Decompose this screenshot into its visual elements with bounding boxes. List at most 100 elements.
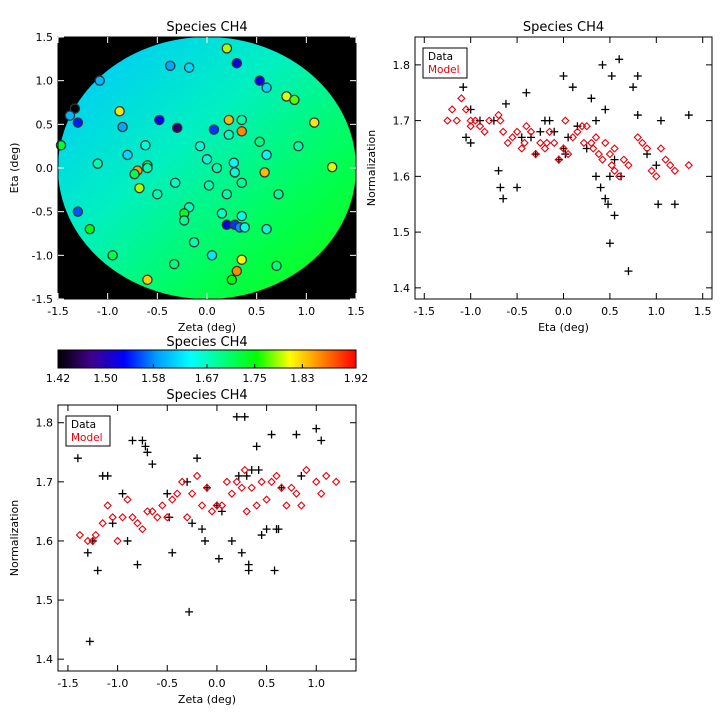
model-diamond-marker bbox=[123, 495, 132, 504]
data-plus-marker bbox=[654, 200, 663, 209]
chart-title: Species CH4 bbox=[523, 20, 604, 35]
source-point bbox=[171, 122, 183, 134]
model-diamond-marker bbox=[545, 127, 554, 136]
data-plus-marker bbox=[591, 172, 600, 181]
model-diamond-marker bbox=[182, 513, 192, 522]
legend-entry: Data bbox=[71, 419, 96, 431]
data-plus-marker bbox=[496, 183, 505, 192]
source-point bbox=[254, 136, 265, 148]
x-tick-label: 0.0 bbox=[198, 305, 216, 318]
data-plus-marker bbox=[240, 412, 249, 421]
source-point bbox=[72, 117, 84, 128]
model-diamond-marker bbox=[187, 489, 197, 498]
y-tick-label: 1.4 bbox=[36, 653, 54, 666]
source-point bbox=[55, 140, 67, 151]
model-diamond-marker bbox=[615, 172, 624, 181]
data-plus-marker bbox=[601, 194, 610, 203]
y-tick-label: 1.5 bbox=[36, 31, 54, 44]
colorbar-tick-label: 1.92 bbox=[344, 372, 369, 385]
source-point bbox=[169, 177, 181, 189]
data-plus-marker bbox=[244, 560, 253, 569]
data-plus-marker bbox=[670, 200, 679, 209]
data-plus-marker bbox=[617, 172, 626, 181]
colorbar-tick-label: 1.42 bbox=[46, 372, 71, 385]
x-tick-label: 0.5 bbox=[258, 677, 276, 690]
model-diamond-marker bbox=[133, 519, 142, 528]
data-plus-marker bbox=[193, 454, 202, 463]
colorbar-tick-label: 1.50 bbox=[93, 372, 118, 385]
x-tick-label: 1.5 bbox=[347, 305, 365, 318]
model-diamond-marker bbox=[531, 149, 540, 159]
model-diamond-marker bbox=[282, 501, 291, 510]
model-diamond-marker bbox=[512, 127, 522, 136]
source-point bbox=[178, 215, 190, 226]
model-diamond-marker bbox=[240, 465, 249, 475]
y-tick-label: 1.6 bbox=[393, 170, 411, 183]
data-plus-marker bbox=[601, 105, 610, 114]
x-tick-label: 0.5 bbox=[248, 305, 266, 318]
source-point bbox=[293, 140, 304, 152]
data-plus-marker bbox=[198, 525, 207, 534]
data-plus-marker bbox=[317, 436, 326, 445]
data-plus-marker bbox=[163, 489, 172, 498]
source-point bbox=[129, 168, 140, 180]
model-diamond-marker bbox=[605, 149, 615, 159]
model-diamond-marker bbox=[496, 116, 505, 125]
model-diamond-marker bbox=[452, 116, 461, 125]
model-diamond-marker bbox=[252, 501, 261, 510]
source-point bbox=[236, 126, 248, 137]
data-plus-marker bbox=[201, 536, 210, 545]
source-point bbox=[69, 103, 81, 114]
model-diamond-marker bbox=[594, 149, 603, 159]
source-point bbox=[236, 210, 248, 222]
source-point bbox=[229, 167, 241, 178]
y-tick-label: 1.7 bbox=[393, 115, 411, 128]
source-point bbox=[326, 161, 338, 173]
source-point bbox=[236, 177, 248, 189]
source-point bbox=[122, 149, 133, 161]
source-point bbox=[188, 236, 200, 248]
field-of-view-disc bbox=[58, 37, 356, 299]
source-point bbox=[261, 149, 272, 161]
model-diamond-marker bbox=[287, 483, 296, 492]
source-point bbox=[223, 129, 235, 141]
map-panel: Species CH4 -1.5 -1.0 -0.5 0.0 0.5 1.0 1.5 -1.5 -… bbox=[8, 20, 365, 334]
data-plus-marker bbox=[684, 111, 693, 120]
source-point bbox=[194, 140, 206, 152]
x-tick-label: 0.0 bbox=[555, 305, 573, 318]
model-diamond-marker bbox=[118, 513, 127, 522]
model-diamond-marker bbox=[227, 489, 237, 498]
y-tick-label: 0.5 bbox=[36, 118, 54, 131]
source-point bbox=[168, 258, 180, 270]
model-diamond-marker bbox=[297, 501, 306, 510]
data-plus-marker bbox=[183, 477, 192, 486]
plot-frame bbox=[57, 404, 357, 672]
model-diamond-marker bbox=[563, 149, 573, 159]
model-diamond-marker bbox=[610, 144, 619, 153]
zeta-normalization-panel: Species CH4 -1.5 -1.0 -0.5 0.0 0.5 1.0 1.4 1.5 1.… bbox=[8, 388, 357, 706]
model-diamond-marker bbox=[108, 513, 117, 522]
data-plus-marker bbox=[141, 442, 150, 451]
y-tick-label: 0.0 bbox=[36, 162, 54, 175]
data-plus-marker bbox=[292, 430, 301, 439]
data-plus-marker bbox=[254, 466, 263, 475]
x-axis-label: Zeta (deg) bbox=[178, 693, 236, 706]
model-diamond-marker bbox=[610, 166, 619, 175]
data-plus-marker bbox=[188, 519, 197, 528]
model-diamond-marker bbox=[522, 122, 531, 131]
x-tick-label: 0.0 bbox=[208, 677, 226, 690]
x-tick-label: -0.5 bbox=[506, 305, 527, 318]
model-diamond-marker bbox=[91, 530, 100, 540]
x-tick-label: -1.5 bbox=[57, 677, 78, 690]
source-point bbox=[273, 188, 284, 200]
model-diamond-marker bbox=[317, 489, 326, 498]
data-plus-marker bbox=[93, 566, 102, 575]
model-diamond-marker bbox=[247, 483, 256, 492]
legend-box bbox=[422, 47, 468, 79]
model-diamond-marker bbox=[292, 489, 301, 498]
model-diamond-marker bbox=[128, 513, 137, 522]
x-tick-label: 1.5 bbox=[694, 305, 712, 318]
model-diamond-marker bbox=[177, 477, 187, 487]
source-point bbox=[140, 140, 151, 151]
x-tick-label: 1.0 bbox=[308, 677, 326, 690]
